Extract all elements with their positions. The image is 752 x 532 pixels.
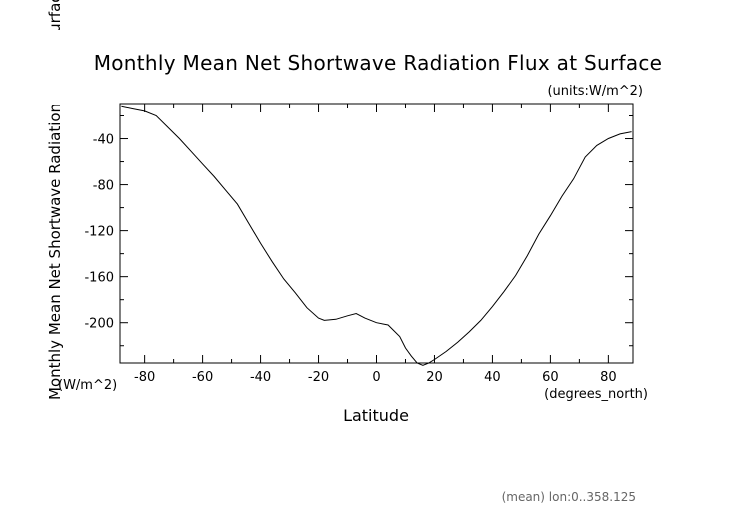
chart-title: Monthly Mean Net Shortwave Radiation Flu…: [94, 51, 663, 75]
x-tick-label: 0: [372, 370, 380, 385]
plot-frame: [119, 103, 634, 364]
x-axis-title: Latitude: [343, 406, 409, 425]
x-unit-label: (degrees_north): [544, 387, 648, 402]
y-tick-label: -200: [84, 317, 114, 332]
y-tick-label: -40: [93, 133, 114, 148]
y-tick-label: -120: [84, 225, 114, 240]
y-ticks: -40 -80 -120 -160 -200: [84, 115, 633, 347]
x-tick-label: -60: [192, 370, 213, 385]
x-tick-label: 20: [426, 370, 443, 385]
x-tick-label: -20: [308, 370, 329, 385]
x-tick-label: 40: [484, 370, 501, 385]
x-ticks: -80 -60 -40 -20 0 20 40 60 80: [134, 104, 617, 385]
series-line: [121, 105, 632, 366]
x-tick-label: -40: [250, 370, 271, 385]
y-unit-label: (W/m^2): [58, 378, 117, 393]
x-tick-label: 60: [542, 370, 559, 385]
y-title-clip-mask: [38, 30, 78, 105]
footnote: (mean) lon:0..358.125: [502, 490, 636, 504]
y-tick-label: -80: [93, 179, 114, 194]
x-tick-label: -80: [134, 370, 155, 385]
y-tick-label: -160: [84, 271, 114, 286]
x-tick-label: 80: [600, 370, 617, 385]
units-label: (units:W/m^2): [547, 84, 643, 99]
